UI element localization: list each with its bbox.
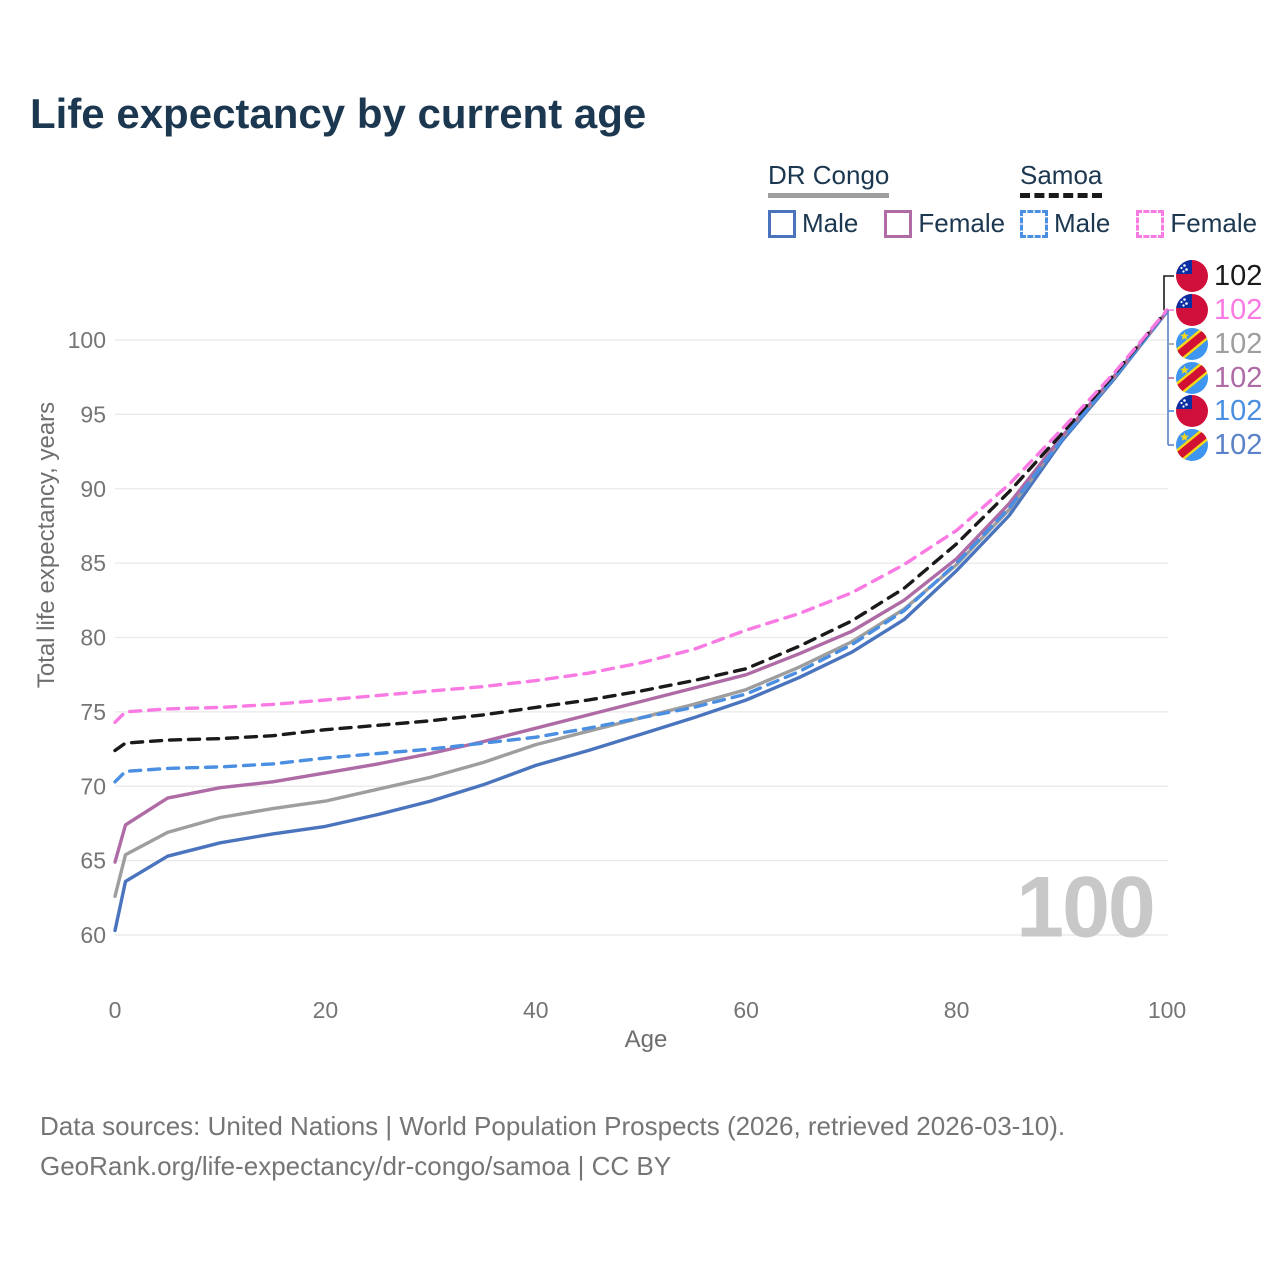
samoa-flag-icon	[1176, 260, 1208, 292]
legend-header-samoa[interactable]: Samoa	[1020, 160, 1103, 198]
samoa-flag-icon	[1176, 294, 1208, 326]
legend-group-dr-congo: DR Congo Male Female	[768, 160, 1005, 239]
gridlines	[115, 339, 1168, 936]
x-tick-label: 40	[523, 997, 549, 1023]
legend-label-samoa-male: Male	[1054, 208, 1111, 238]
footer-source-line: Data sources: United Nations | World Pop…	[40, 1111, 1066, 1141]
x-tick-label: 20	[313, 997, 339, 1023]
end-label-dr-congo-female: 102	[1176, 361, 1262, 395]
end-label-value: 102	[1214, 328, 1263, 360]
legend-item-samoa-male[interactable]: Male	[1020, 208, 1110, 239]
legend-label-samoa-female: Female	[1170, 208, 1258, 238]
y-tick-label: 70	[80, 773, 106, 799]
y-tick-label: 75	[80, 699, 106, 725]
legend-header-dr-congo[interactable]: DR Congo	[768, 160, 890, 198]
y-tick-label: 80	[80, 625, 106, 651]
swatch-samoa-female-icon	[1136, 209, 1165, 238]
y-axis-title: Total life expectancy, years	[33, 401, 60, 689]
swatch-samoa-male-icon	[1020, 209, 1048, 238]
end-label-samoa-both: 102	[1176, 259, 1262, 293]
legend-item-dr-congo-female[interactable]: Female	[884, 208, 1005, 239]
dr-congo-flag-icon	[1176, 328, 1208, 360]
axis-tick-labels: 60 65 70 75 80 85 90 95 100 0 20 40 60 80 100	[68, 327, 1187, 1023]
y-tick-label: 60	[80, 922, 106, 948]
legend-group-samoa: Samoa Male Female	[1020, 160, 1257, 239]
series-line-0	[113, 310, 1169, 933]
y-tick-label: 90	[80, 476, 106, 502]
series-line-4	[113, 308, 1169, 753]
y-tick-label: 65	[80, 848, 106, 874]
end-label-samoa-male: 102	[1176, 394, 1262, 428]
y-tick-label: 85	[80, 550, 106, 576]
end-label-value: 102	[1214, 294, 1263, 326]
legend-label-dr-congo-male: Male	[802, 208, 859, 238]
series-line-1	[113, 310, 1169, 898]
x-tick-label: 80	[944, 997, 970, 1023]
series-lines	[113, 308, 1169, 933]
y-tick-label: 100	[68, 327, 106, 353]
x-tick-label: 100	[1148, 997, 1186, 1023]
samoa-flag-icon	[1176, 395, 1208, 427]
legend-label-dr-congo-female: Female	[918, 208, 1006, 238]
dr-congo-flag-icon	[1176, 429, 1208, 461]
end-label-dr-congo-both: 102	[1176, 327, 1262, 361]
swatch-dr-congo-female-icon	[884, 209, 913, 238]
end-label-value: 102	[1214, 395, 1263, 427]
dr-congo-flag-icon	[1176, 362, 1208, 394]
series-line-5	[113, 308, 1169, 724]
x-tick-label: 60	[733, 997, 759, 1023]
y-tick-label: 95	[80, 401, 106, 427]
series-line-2	[113, 310, 1169, 864]
page-title: Life expectancy by current age	[30, 90, 647, 137]
watermark-age-counter: 100	[1016, 859, 1155, 956]
end-label-samoa-female: 102	[1176, 293, 1262, 327]
end-label-value: 102	[1214, 362, 1263, 394]
end-label-value: 102	[1214, 429, 1263, 461]
end-label-dr-congo-male: 102	[1176, 428, 1262, 462]
legend-item-dr-congo-male[interactable]: Male	[768, 208, 858, 239]
x-axis-title: Age	[624, 1026, 668, 1053]
end-label-connectors	[1163, 275, 1175, 446]
footer-attribution-line: GeoRank.org/life-expectancy/dr-congo/sam…	[40, 1151, 672, 1181]
series-line-3	[113, 310, 1169, 784]
legend-item-samoa-female[interactable]: Female	[1136, 208, 1257, 239]
swatch-dr-congo-male-icon	[768, 209, 796, 238]
data-source-footer: Data sources: United Nations | World Pop…	[40, 1106, 1065, 1186]
end-label-value: 102	[1214, 260, 1263, 292]
x-tick-label: 0	[109, 997, 122, 1023]
